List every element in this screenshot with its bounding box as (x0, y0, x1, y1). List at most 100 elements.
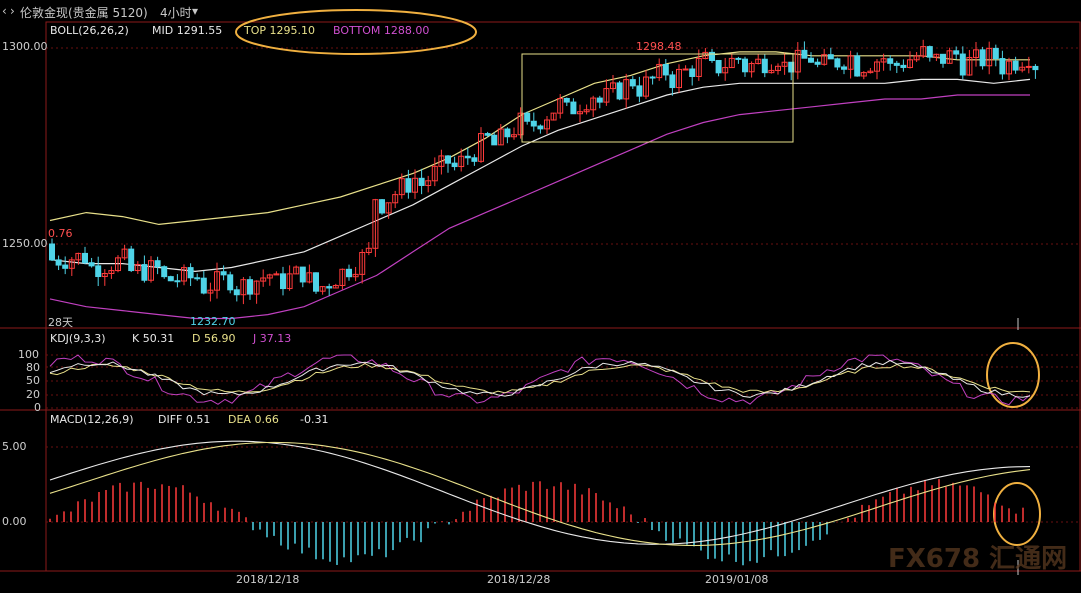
kdj-tick: 0 (34, 401, 41, 414)
candle-body (154, 260, 161, 268)
candle-body (768, 69, 775, 74)
candle-body (115, 257, 121, 272)
boll-label[interactable]: BOLL(26,26,2) (50, 24, 129, 37)
forward-icon[interactable]: › (10, 4, 15, 18)
candle-body (841, 66, 847, 70)
candle-body (75, 252, 82, 261)
candle-body (623, 79, 630, 100)
candle-body (134, 264, 141, 272)
macd-tick: 5.00 (2, 440, 27, 453)
candle-body (497, 128, 504, 146)
candle-body (530, 120, 537, 127)
candle-body (346, 268, 352, 278)
candle-body (590, 97, 597, 111)
kdj-tick: 80 (26, 361, 40, 374)
candle-body (735, 57, 742, 60)
chevron-down-icon[interactable]: ▾ (192, 4, 199, 18)
candle-body (517, 112, 524, 136)
candle-body (299, 266, 306, 283)
candle-body (260, 277, 267, 282)
date-tick: 2019/01/08 (705, 573, 769, 586)
boll-bottom: BOTTOM 1288.00 (333, 24, 430, 37)
candle-body (940, 53, 946, 64)
macd-diff-line (49, 440, 1031, 545)
candle-body (907, 59, 913, 68)
symbol-selector[interactable]: 伦敦金现(贵金属 5120) (20, 6, 148, 20)
candle-body (1006, 60, 1012, 75)
highlight-ellipse (986, 342, 1040, 408)
candle-body (128, 248, 135, 272)
candle-body (451, 162, 458, 168)
highlight-ellipse (993, 482, 1041, 546)
price-tick: 1250.00 (2, 237, 48, 250)
candle-body (583, 109, 590, 113)
candle-body (662, 63, 669, 76)
candle-body (101, 273, 108, 278)
candle-body (1032, 65, 1039, 71)
candle-body (1012, 60, 1019, 71)
candle-body (570, 101, 577, 115)
candle-body (398, 178, 405, 196)
candle-body (643, 76, 649, 97)
candle-body (220, 271, 227, 276)
candle-body (504, 128, 511, 138)
candle-body (187, 267, 194, 279)
candle-body (860, 72, 867, 77)
candle-body (596, 97, 603, 103)
candle-body (656, 63, 663, 79)
highlight-box (521, 53, 794, 143)
candle-body (926, 46, 933, 58)
candle-body (900, 64, 907, 68)
candle-body (979, 49, 986, 67)
period-selector[interactable]: 4小时 (160, 6, 192, 20)
candle-body (240, 279, 247, 296)
back-icon[interactable]: ‹ (2, 4, 7, 18)
candle-body (676, 68, 682, 89)
candle-body (141, 264, 148, 281)
candle-body (966, 56, 973, 76)
candle-body (854, 55, 861, 77)
candle-body (266, 274, 273, 279)
macd-dea: DEA 0.66 (228, 413, 279, 426)
candle-body (702, 51, 709, 60)
candle-body (834, 58, 841, 68)
candle-body (511, 134, 517, 138)
boll-lower-line (49, 94, 1030, 320)
candle-body (280, 273, 286, 290)
candle-body (68, 259, 75, 269)
macd-label[interactable]: MACD(12,26,9) (50, 413, 134, 426)
candle-body (379, 199, 385, 214)
candle-body (313, 272, 319, 292)
kdj-k: K 50.31 (132, 332, 175, 345)
candle-body (82, 252, 88, 264)
candle-body (742, 58, 748, 73)
candle-body (669, 74, 676, 89)
candle-body (524, 112, 531, 122)
candle-body (55, 259, 62, 266)
candle-body (478, 133, 484, 162)
candle-body (781, 61, 788, 67)
candle-body (616, 82, 623, 100)
candle-body (418, 177, 425, 186)
candle-body (425, 180, 432, 186)
candle-body (550, 112, 557, 121)
candle-body (722, 67, 729, 74)
candle-body (293, 266, 300, 275)
candle-body (603, 88, 610, 103)
candle-body (649, 76, 656, 79)
macd-value: -0.31 (300, 413, 329, 426)
candle-body (563, 97, 570, 103)
kdj-label[interactable]: KDJ(9,3,3) (50, 332, 106, 345)
candle-body (544, 119, 550, 130)
price-tick: 1300.00 (2, 40, 48, 53)
candle-body (920, 46, 927, 57)
kdj-tick: 100 (18, 348, 39, 361)
low-label: 1232.70 (190, 315, 236, 328)
candle-body (827, 54, 834, 60)
candle-body (887, 58, 894, 64)
candle-body (953, 50, 960, 55)
candle-body (148, 260, 154, 281)
macd-tick: 0.00 (2, 515, 27, 528)
candle-body (207, 289, 214, 294)
date-tick: 2018/12/18 (236, 573, 300, 586)
